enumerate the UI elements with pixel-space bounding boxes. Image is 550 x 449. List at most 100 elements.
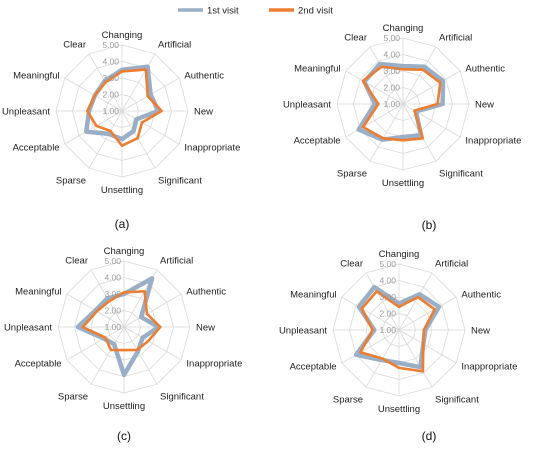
tick-label: 1.00	[383, 99, 400, 109]
radar-spoke	[398, 272, 433, 331]
radar-spoke	[123, 293, 182, 328]
legend-label-2nd-visit: 2nd visit	[298, 6, 333, 17]
category-label-unpleasant: Unpleasant	[4, 323, 52, 334]
tick-label: 1.00	[104, 322, 121, 332]
radar-spoke	[345, 70, 404, 105]
category-label-authentic: Authentic	[461, 290, 501, 301]
tick-label: 1.00	[102, 106, 119, 116]
tick-label: 5.00	[102, 40, 119, 50]
category-label-meaningful: Meaningful	[294, 64, 340, 75]
category-label-significant: Significant	[439, 168, 483, 179]
legend-label-1st-visit: 1st visit	[207, 6, 239, 17]
category-label-changing: Changing	[379, 249, 420, 260]
radar-spoke	[341, 296, 400, 331]
category-label-sparse: Sparse	[337, 168, 367, 179]
radar-spoke	[398, 329, 457, 364]
tick-label: 3.00	[104, 289, 121, 299]
category-label-acceptable: Acceptable	[294, 136, 341, 147]
category-label-changing: Changing	[102, 30, 143, 41]
category-label-inappropriate: Inappropriate	[461, 362, 517, 373]
tick-label: 3.00	[383, 66, 400, 76]
category-label-unsettling: Unsettling	[101, 185, 143, 196]
category-label-clear: Clear	[344, 33, 367, 44]
tick-label: 1.00	[379, 325, 396, 335]
category-label-significant: Significant	[435, 394, 479, 405]
category-label-new: New	[471, 326, 490, 337]
radar-spoke	[402, 70, 461, 105]
radar-spoke	[365, 272, 400, 331]
panel-label: (b)	[422, 218, 437, 232]
radar-spoke	[369, 46, 404, 105]
series-line-2nd-visit	[86, 68, 163, 147]
panel-label: (d)	[422, 429, 437, 443]
tick-label: 3.00	[379, 292, 396, 302]
category-label-acceptable: Acceptable	[290, 362, 337, 373]
category-label-unsettling: Unsettling	[382, 178, 424, 189]
radar-spoke	[402, 46, 437, 105]
tick-label: 5.00	[104, 256, 121, 266]
tick-label: 4.00	[104, 273, 121, 283]
category-label-acceptable: Acceptable	[15, 359, 62, 370]
category-label-meaningful: Meaningful	[15, 287, 61, 298]
tick-label: 2.00	[102, 90, 119, 100]
category-label-clear: Clear	[340, 259, 363, 270]
category-label-inappropriate: Inappropriate	[184, 143, 240, 154]
category-label-changing: Changing	[383, 23, 424, 34]
category-label-authentic: Authentic	[465, 64, 505, 75]
category-label-artificial: Artificial	[158, 40, 191, 51]
category-label-acceptable: Acceptable	[13, 143, 60, 154]
tick-label: 4.00	[379, 276, 396, 286]
category-label-clear: Clear	[65, 256, 88, 267]
panel-label: (a)	[115, 217, 130, 231]
radar-spoke	[345, 103, 404, 138]
tick-label: 5.00	[383, 33, 400, 43]
radar-spoke	[123, 326, 158, 385]
series-line-2nd-visit	[359, 290, 437, 373]
radar-spoke	[121, 110, 156, 169]
category-label-clear: Clear	[63, 40, 86, 51]
radar-spoke	[398, 296, 457, 331]
category-label-new: New	[196, 323, 215, 334]
tick-label: 2.00	[104, 306, 121, 316]
category-label-artificial: Artificial	[435, 259, 468, 270]
radar-spoke	[369, 103, 404, 162]
category-label-sparse: Sparse	[333, 394, 363, 405]
radar-spoke	[341, 329, 400, 364]
category-label-unpleasant: Unpleasant	[283, 100, 331, 111]
tick-label: 2.00	[379, 309, 396, 319]
category-label-unsettling: Unsettling	[378, 404, 420, 415]
category-label-inappropriate: Inappropriate	[186, 359, 242, 370]
category-label-new: New	[475, 100, 494, 111]
category-label-authentic: Authentic	[184, 71, 224, 82]
series-line-1st-visit	[75, 276, 161, 378]
category-label-authentic: Authentic	[186, 287, 226, 298]
series-line-2nd-visit	[81, 289, 162, 352]
category-label-significant: Significant	[160, 391, 204, 402]
radar-spoke	[90, 326, 125, 385]
tick-label: 5.00	[379, 259, 396, 269]
radar-spoke	[121, 53, 156, 112]
radar-spoke	[64, 110, 123, 145]
chart-legend: 1st visit 2nd visit	[178, 6, 333, 17]
series-line-1st-visit	[353, 284, 442, 370]
radar-spoke	[123, 326, 182, 361]
tick-label: 2.00	[383, 83, 400, 93]
radar-spoke	[402, 103, 461, 138]
tick-label: 4.00	[102, 57, 119, 67]
category-label-inappropriate: Inappropriate	[465, 136, 521, 147]
category-label-meaningful: Meaningful	[13, 71, 59, 82]
tick-label: 3.00	[102, 73, 119, 83]
radar-spoke	[121, 110, 180, 145]
radar-spoke	[398, 329, 433, 388]
category-label-new: New	[194, 107, 213, 118]
category-label-meaningful: Meaningful	[290, 290, 336, 301]
category-label-artificial: Artificial	[160, 256, 193, 267]
radar-spoke	[88, 110, 123, 169]
category-label-unsettling: Unsettling	[103, 401, 145, 412]
category-label-artificial: Artificial	[439, 33, 472, 44]
category-label-significant: Significant	[158, 175, 202, 186]
